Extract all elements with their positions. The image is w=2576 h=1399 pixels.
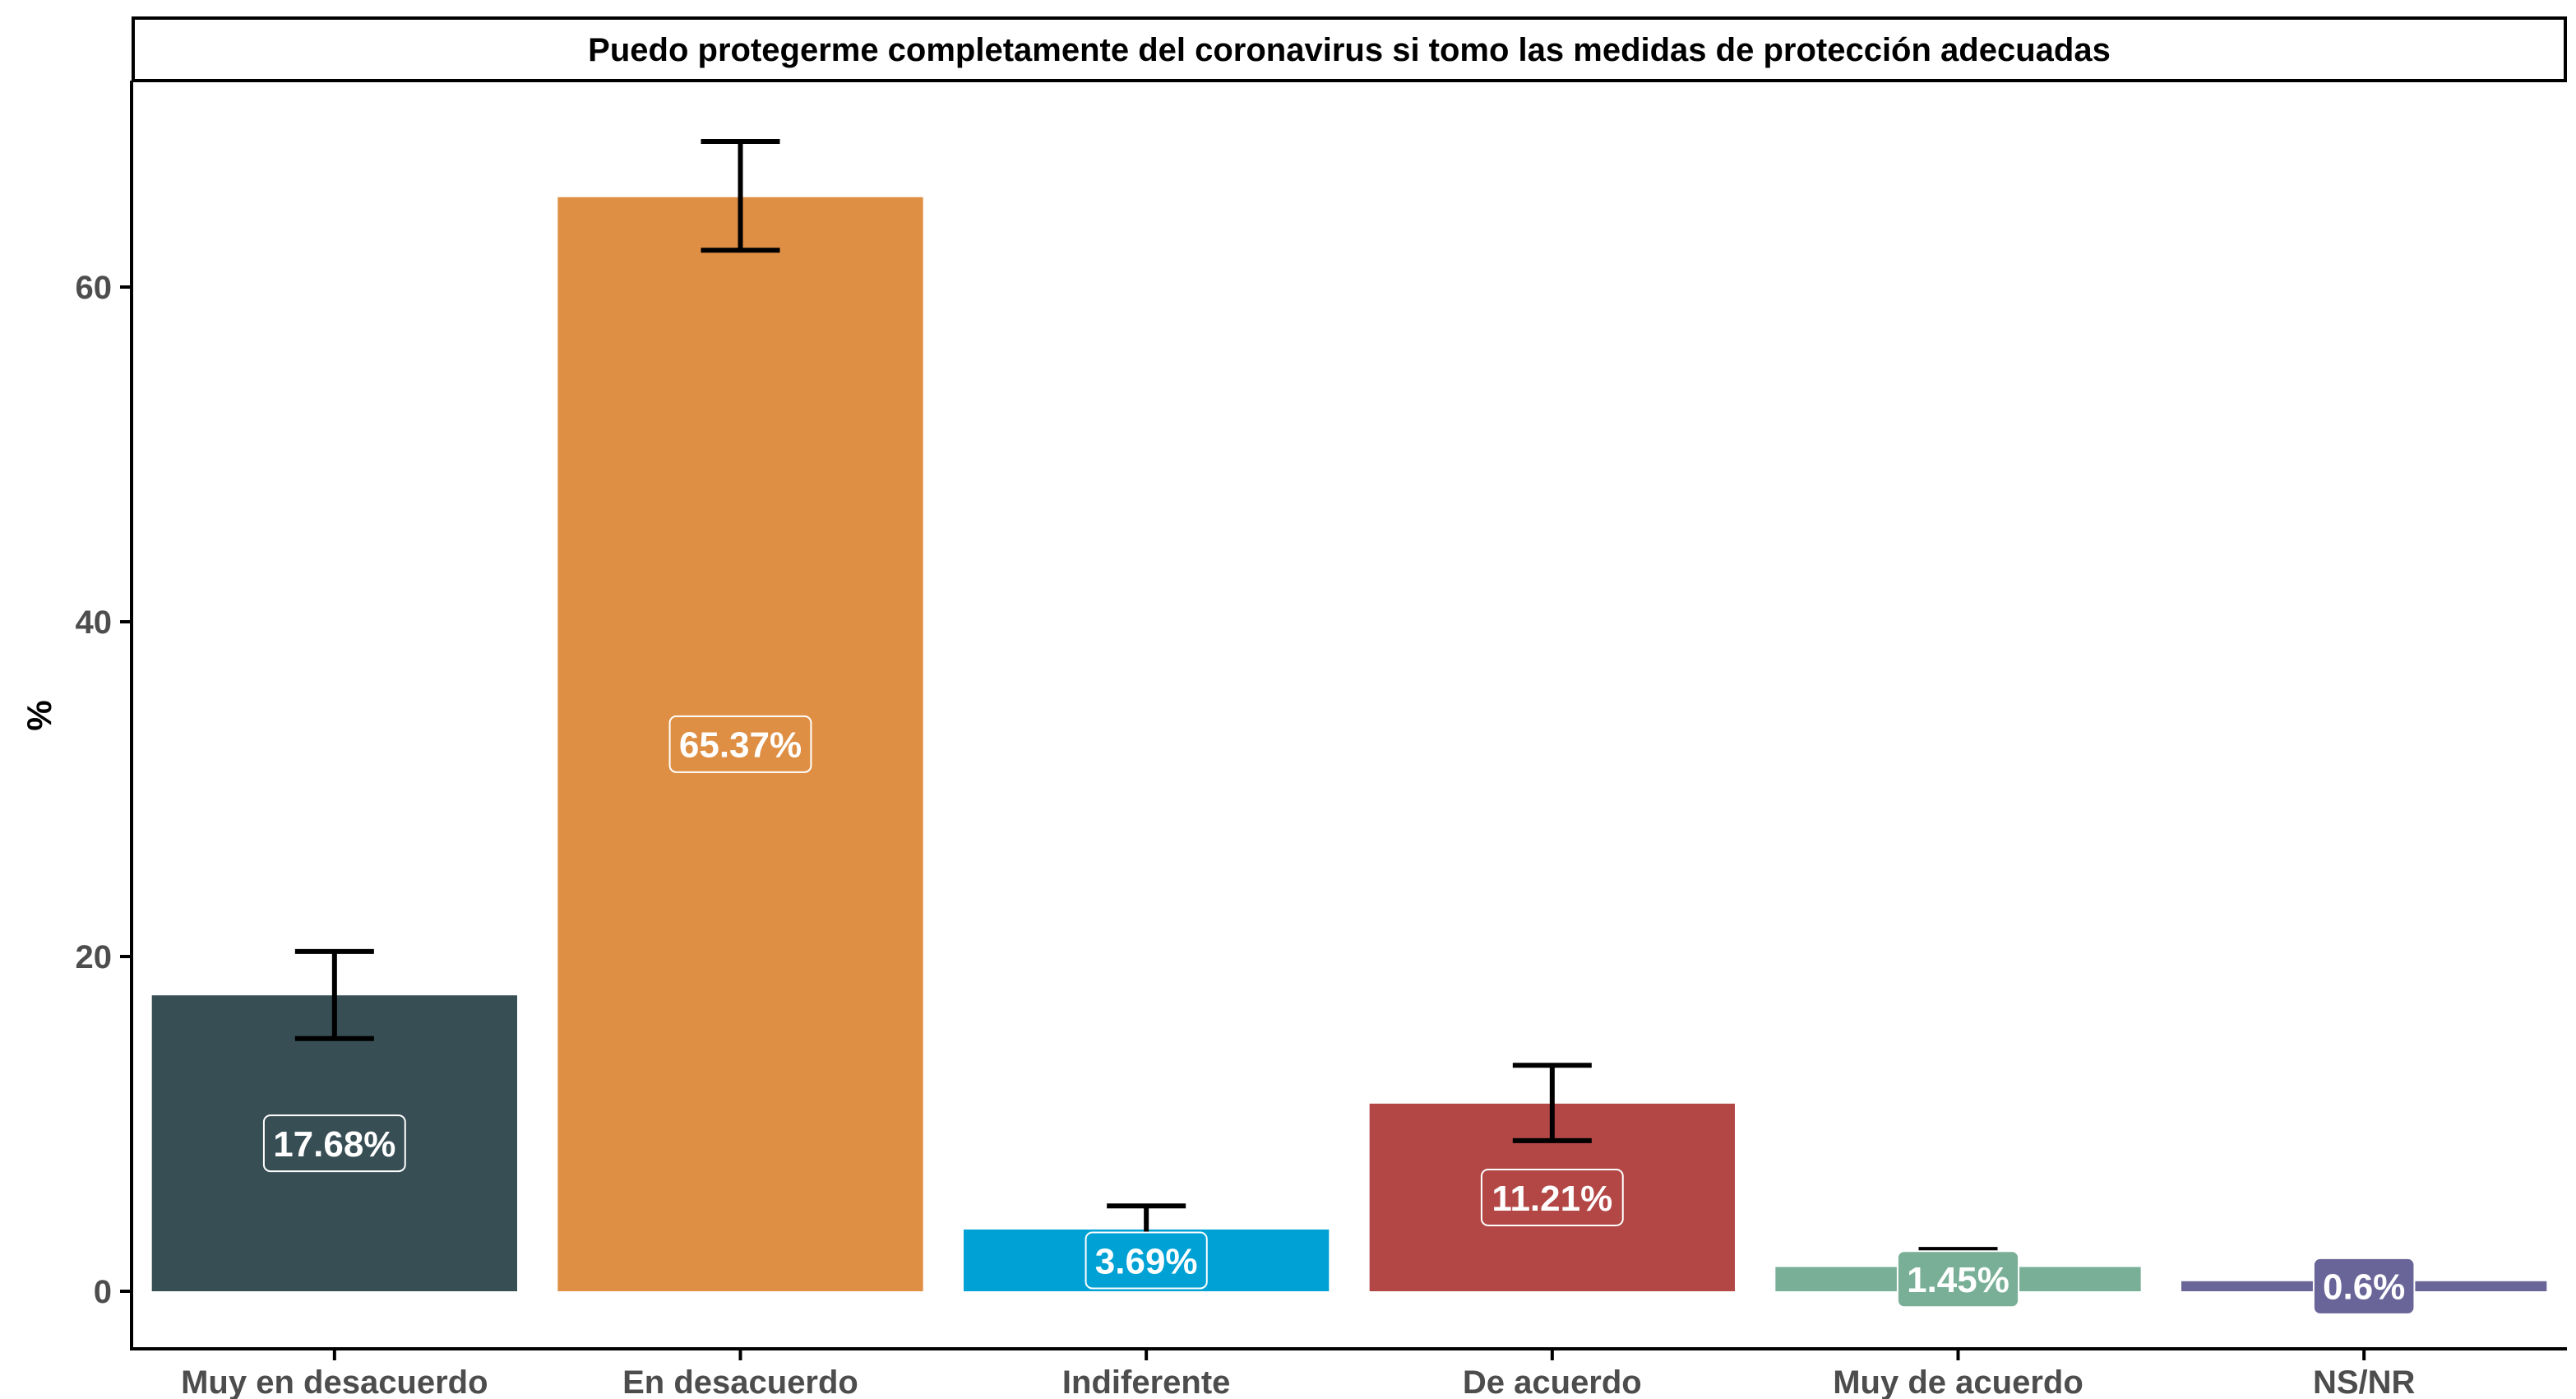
data-label-box [1480, 1168, 1624, 1226]
data-label-text: 17.68% [273, 1124, 395, 1165]
error-bar [1512, 1063, 1592, 1143]
data-label: 3.69% [1085, 1231, 1208, 1290]
title-strip [132, 16, 2567, 82]
data-label-text: 1.45% [1907, 1260, 2009, 1300]
data-label-text: 11.21% [1491, 1179, 1612, 1219]
chart-title: Puedo protegerme completamente del coron… [588, 32, 2111, 68]
data-label-box [262, 1114, 406, 1173]
data-label-text: 3.69% [1095, 1241, 1198, 1281]
data-label: 11.21% [1480, 1168, 1624, 1226]
x-tick-label: NS/NR [2313, 1364, 2416, 1399]
y-tick-label: 20 [76, 939, 113, 975]
data-label-box [1085, 1231, 1208, 1290]
y-axis-title: % [20, 700, 58, 730]
data-label-box [2312, 1257, 2416, 1315]
y-tick-label: 40 [76, 605, 113, 641]
x-tick-label: Indiferente [1062, 1364, 1230, 1399]
data-label-box [1896, 1250, 2020, 1309]
data-label: 17.68% [262, 1114, 406, 1173]
y-tick-label: 60 [76, 270, 113, 306]
x-tick-label: De acuerdo [1463, 1364, 1642, 1399]
x-ticks: Muy en desacuerdo En desacuerdo Indiferent… [181, 1349, 2416, 1399]
data-labels: 17.68% 65.37% 3.69% 11.21% 1.45% 0.6% [262, 715, 2416, 1315]
y-tick-label: 0 [94, 1274, 112, 1310]
bars [151, 197, 2547, 1292]
data-label-text: 65.37% [679, 725, 802, 766]
y-ticks: 0 20 40 60 [76, 270, 132, 1310]
data-label: 65.37% [668, 715, 812, 773]
error-bar [701, 138, 780, 253]
data-label: 1.45% [1896, 1250, 2020, 1309]
error-bar [294, 948, 374, 1041]
x-tick-label: Muy en desacuerdo [181, 1364, 488, 1399]
data-label-box [668, 715, 812, 773]
x-tick-label: Muy de acuerdo [1833, 1364, 2083, 1399]
x-tick-label: En desacuerdo [622, 1364, 858, 1399]
data-label-text: 0.6% [2323, 1267, 2405, 1308]
data-label: 0.6% [2312, 1257, 2416, 1315]
